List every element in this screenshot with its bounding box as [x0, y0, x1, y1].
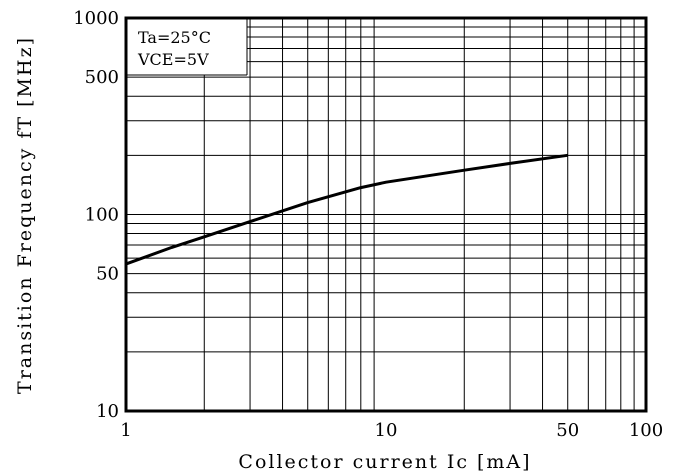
- y-tick-labels: 10 50 100 500 1000: [73, 8, 119, 422]
- y-tick-label: 10: [96, 401, 119, 422]
- y-tick-label: 50: [96, 264, 119, 285]
- annotation-voltage: VCE=5V: [137, 50, 209, 69]
- x-tick-label: 50: [556, 420, 579, 441]
- x-tick-label: 100: [629, 420, 663, 441]
- x-tick-label: 1: [120, 420, 131, 441]
- y-tick-label: 1000: [73, 8, 119, 29]
- annotation-box-frame: [126, 18, 247, 75]
- data-series-line: [125, 153, 568, 266]
- y-tick-label: 100: [85, 205, 119, 226]
- y-axis-label: Transition Frequency fT [MHz]: [14, 36, 36, 394]
- data-series-group: [125, 153, 568, 266]
- x-axis-label: Collector current Ic [mA]: [238, 451, 531, 473]
- x-tick-labels: 1 10 50 100: [120, 420, 663, 441]
- x-tick-label: 10: [375, 420, 398, 441]
- plot-frame: [124, 16, 648, 413]
- annotation-temperature: Ta=25°C: [138, 28, 211, 47]
- y-tick-label: 500: [85, 67, 119, 88]
- grid: [126, 18, 646, 411]
- annotation-box: Ta=25°C VCE=5V: [126, 18, 248, 76]
